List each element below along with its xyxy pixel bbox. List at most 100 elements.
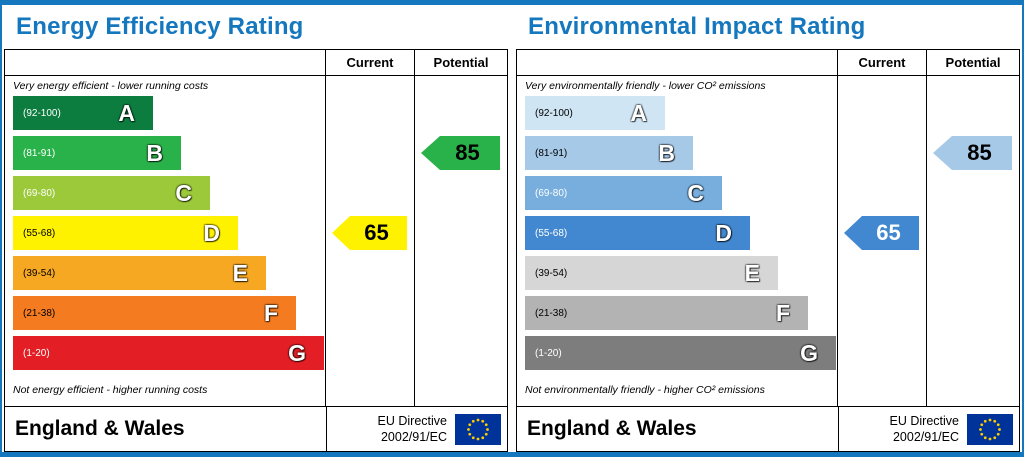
directive-area: EU Directive 2002/91/EC (327, 407, 507, 451)
band-row-a: (92-100) A (525, 96, 837, 136)
bottom-note: Not energy efficient - higher running co… (13, 384, 208, 396)
eu-flag-icon (967, 413, 1013, 445)
band-letter: G (800, 339, 818, 366)
band-bar-b: (81-91) B (13, 136, 181, 170)
band-row-e: (39-54) E (525, 256, 837, 296)
panel-title-environmental: Environmental Impact Rating (528, 13, 866, 40)
top-note: Very environmentally friendly - lower CO… (525, 80, 766, 92)
band-bar-g: (1-20) G (13, 336, 324, 370)
rating-bands-area: Very environmentally friendly - lower CO… (517, 76, 838, 406)
band-row-g: (1-20) G (525, 336, 837, 376)
eu-directive-line2: 2002/91/EC (892, 430, 959, 444)
band-row-d: (55-68) D (525, 216, 837, 256)
table-header: Current Potential (517, 50, 1019, 76)
rating-bands-area: Very energy efficient - lower running co… (5, 76, 326, 406)
eu-directive-line1: EU Directive (889, 413, 959, 428)
band-row-f: (21-38) F (13, 296, 325, 336)
top-note: Very energy efficient - lower running co… (13, 80, 209, 92)
eu-directive-text: EU Directive 2002/91/EC (890, 413, 959, 446)
band-range: (81-91) (535, 147, 568, 159)
panel-title-energy: Energy Efficiency Rating (16, 13, 304, 40)
band-bar-f: (21-38) F (13, 296, 296, 330)
band-row-a: (92-100) A (13, 96, 325, 136)
band-bar-d: (55-68) D (13, 216, 238, 250)
band-range: (92-100) (23, 107, 61, 119)
region-label: England & Wales (517, 407, 839, 451)
band-range: (69-80) (535, 187, 568, 199)
band-rows: (92-100) A (81-91) B (69-80) C (55-68) D (39-54)… (517, 96, 837, 376)
band-bar-a: (92-100) A (525, 96, 665, 130)
band-row-d: (55-68) D (13, 216, 325, 256)
bottom-note: Not environmentally friendly - higher CO… (525, 384, 765, 396)
band-letter: B (658, 139, 675, 166)
bands-header-cell (517, 50, 838, 75)
eu-directive-text: EU Directive 2002/91/EC (378, 413, 447, 446)
band-bar-e: (39-54) E (525, 256, 778, 290)
band-letter: C (175, 179, 192, 206)
directive-area: EU Directive 2002/91/EC (839, 407, 1019, 451)
band-row-c: (69-80) C (525, 176, 837, 216)
band-letter: C (687, 179, 704, 206)
band-range: (21-38) (535, 307, 568, 319)
band-letter: G (288, 339, 306, 366)
potential-rating-arrow: 85 (421, 136, 500, 170)
band-bar-f: (21-38) F (525, 296, 808, 330)
panel-footer: England & Wales EU Directive 2002/91/EC (5, 406, 507, 451)
band-row-c: (69-80) C (13, 176, 325, 216)
eu-directive-line1: EU Directive (377, 413, 447, 428)
band-row-b: (81-91) B (13, 136, 325, 176)
band-bar-d: (55-68) D (525, 216, 750, 250)
band-letter: F (775, 299, 790, 326)
band-range: (55-68) (23, 227, 56, 239)
eu-directive-line2: 2002/91/EC (380, 430, 447, 444)
band-bar-c: (69-80) C (525, 176, 722, 210)
environmental-rating-table: Current Potential Very environmentally f… (516, 49, 1020, 452)
band-row-g: (1-20) G (13, 336, 325, 376)
current-rating-cell: 65 (838, 76, 927, 406)
current-column-header: Current (326, 50, 415, 75)
band-range: (81-91) (23, 147, 56, 159)
energy-rating-table: Current Potential Very energy efficient … (4, 49, 508, 452)
potential-rating-cell: 85 (927, 76, 1019, 406)
band-range: (1-20) (23, 347, 50, 359)
band-letter: D (715, 219, 732, 246)
band-range: (92-100) (535, 107, 573, 119)
current-column-header: Current (838, 50, 927, 75)
band-letter: A (630, 99, 647, 126)
band-range: (39-54) (23, 267, 56, 279)
band-letter: A (118, 99, 135, 126)
band-bar-g: (1-20) G (525, 336, 836, 370)
table-header: Current Potential (5, 50, 507, 76)
band-bar-b: (81-91) B (525, 136, 693, 170)
band-bar-c: (69-80) C (13, 176, 210, 210)
band-row-e: (39-54) E (13, 256, 325, 296)
potential-column-header: Potential (945, 55, 1001, 70)
band-rows: (92-100) A (81-91) B (69-80) C (55-68) D (39-54)… (5, 96, 325, 376)
current-rating-arrow: 65 (332, 216, 407, 250)
band-bar-e: (39-54) E (13, 256, 266, 290)
band-row-f: (21-38) F (525, 296, 837, 336)
band-letter: F (263, 299, 278, 326)
potential-column-header: Potential (433, 55, 489, 70)
table-body: Very environmentally friendly - lower CO… (517, 76, 1019, 406)
panel-footer: England & Wales EU Directive 2002/91/EC (517, 406, 1019, 451)
band-letter: D (203, 219, 220, 246)
band-range: (1-20) (535, 347, 562, 359)
current-rating-cell: 65 (326, 76, 415, 406)
band-letter: E (232, 259, 248, 286)
band-letter: E (744, 259, 760, 286)
band-range: (21-38) (23, 307, 56, 319)
bands-header-cell (5, 50, 326, 75)
table-body: Very energy efficient - lower running co… (5, 76, 507, 406)
band-range: (69-80) (23, 187, 56, 199)
potential-rating-cell: 85 (415, 76, 507, 406)
energy-efficiency-panel: Energy Efficiency Rating Current Potenti… (4, 5, 508, 452)
eu-flag-icon (455, 413, 501, 445)
potential-rating-arrow: 85 (933, 136, 1012, 170)
band-range: (55-68) (535, 227, 568, 239)
current-rating-arrow: 65 (844, 216, 919, 250)
band-letter: B (146, 139, 163, 166)
band-range: (39-54) (535, 267, 568, 279)
environmental-impact-panel: Environmental Impact Rating Current Pote… (516, 5, 1020, 452)
